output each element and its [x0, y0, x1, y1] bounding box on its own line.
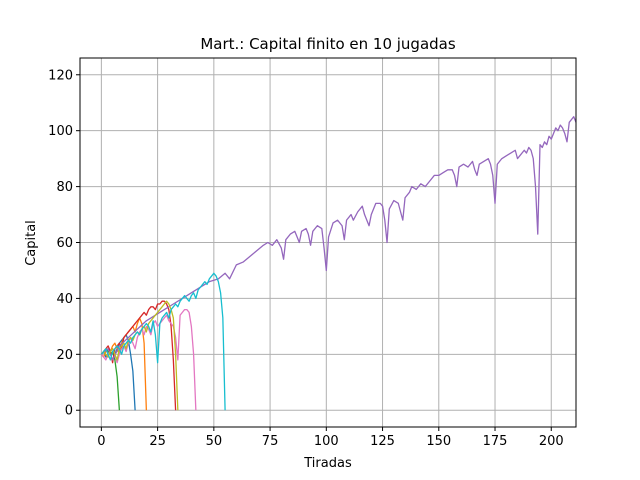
chart-title: Mart.: Capital finito en 10 jugadas — [200, 35, 456, 53]
series-line-5 — [100, 116, 576, 361]
x-tick-label: 25 — [149, 434, 166, 449]
x-tick-label: 0 — [97, 434, 105, 449]
plot-area — [100, 116, 576, 411]
y-tick-label: 60 — [56, 236, 73, 251]
y-tick-label: 20 — [56, 348, 73, 363]
y-axis-label: Capital — [24, 220, 39, 266]
x-tick-label: 100 — [314, 434, 339, 449]
y-axis-ticks: 0 20 40 60 80 100 120 — [48, 68, 80, 419]
y-tick-label: 100 — [48, 124, 73, 139]
x-tick-label: 75 — [262, 434, 279, 449]
x-tick-label: 50 — [206, 434, 223, 449]
x-axis-label: Tiradas — [303, 456, 352, 471]
y-tick-label: 80 — [56, 180, 73, 195]
series-lines — [100, 116, 576, 411]
series-line-10 — [100, 272, 226, 411]
series-line-7 — [100, 308, 197, 411]
x-tick-label: 175 — [483, 434, 508, 449]
x-axis-ticks: 0 25 50 75 100 125 150 175 200 — [97, 427, 564, 449]
y-tick-label: 0 — [65, 404, 73, 419]
y-tick-label: 40 — [56, 292, 73, 307]
x-tick-label: 125 — [370, 434, 395, 449]
x-tick-label: 200 — [539, 434, 564, 449]
y-tick-label: 120 — [48, 68, 73, 83]
series-line-4 — [100, 300, 177, 411]
x-tick-label: 150 — [426, 434, 451, 449]
